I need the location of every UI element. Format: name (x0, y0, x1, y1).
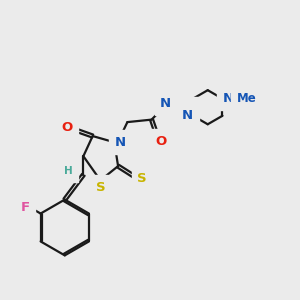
Text: N: N (223, 92, 234, 105)
Text: N: N (183, 102, 194, 115)
Text: N: N (182, 109, 193, 122)
Text: O: O (61, 121, 72, 134)
Text: N: N (114, 136, 125, 149)
Text: H: H (156, 91, 165, 101)
Text: Me: Me (237, 92, 256, 105)
Text: S: S (137, 172, 147, 185)
Text: F: F (21, 201, 30, 214)
Text: O: O (155, 135, 166, 148)
Text: N: N (160, 97, 171, 110)
Text: H: H (64, 166, 73, 176)
Text: S: S (96, 181, 106, 194)
